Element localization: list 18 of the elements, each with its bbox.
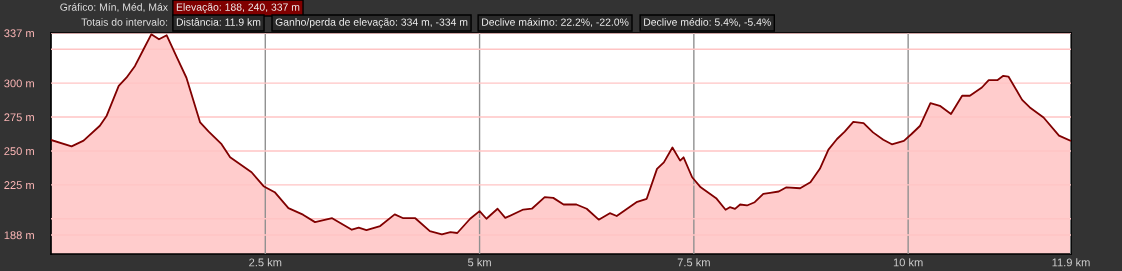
y-tick-label: 225 m (4, 181, 34, 189)
text: Declive médio: 5.4%, -5.4% (644, 18, 771, 28)
text: Distância: 11.9 km (176, 18, 261, 26)
x-tick-label: 10 km (893, 258, 923, 267)
x-tick-label: 11.9 km (1052, 258, 1090, 267)
text: Ganho/perda de elevação: 334 m, -334 m (275, 18, 468, 28)
y-tick-label: 250 m (4, 147, 34, 156)
y-tick-label: 337 m (4, 29, 34, 38)
x-tick-label: 7.5 km (677, 258, 710, 267)
y-tick-label: 275 m (4, 113, 34, 122)
text: Gráfico: Mín, Méd, Máx (60, 3, 168, 13)
y-tick-label: 188 m (4, 231, 34, 240)
text: Elevação: 188, 240, 337 m (176, 3, 300, 13)
x-tick-label: 5 km (467, 258, 491, 267)
y-tick-label: 300 m (4, 79, 34, 88)
text: Totais do intervalo: (81, 18, 168, 26)
x-tick-label: 2.5 km (249, 258, 282, 267)
text: Declive máximo: 22.2%, -22.0% (482, 18, 629, 28)
